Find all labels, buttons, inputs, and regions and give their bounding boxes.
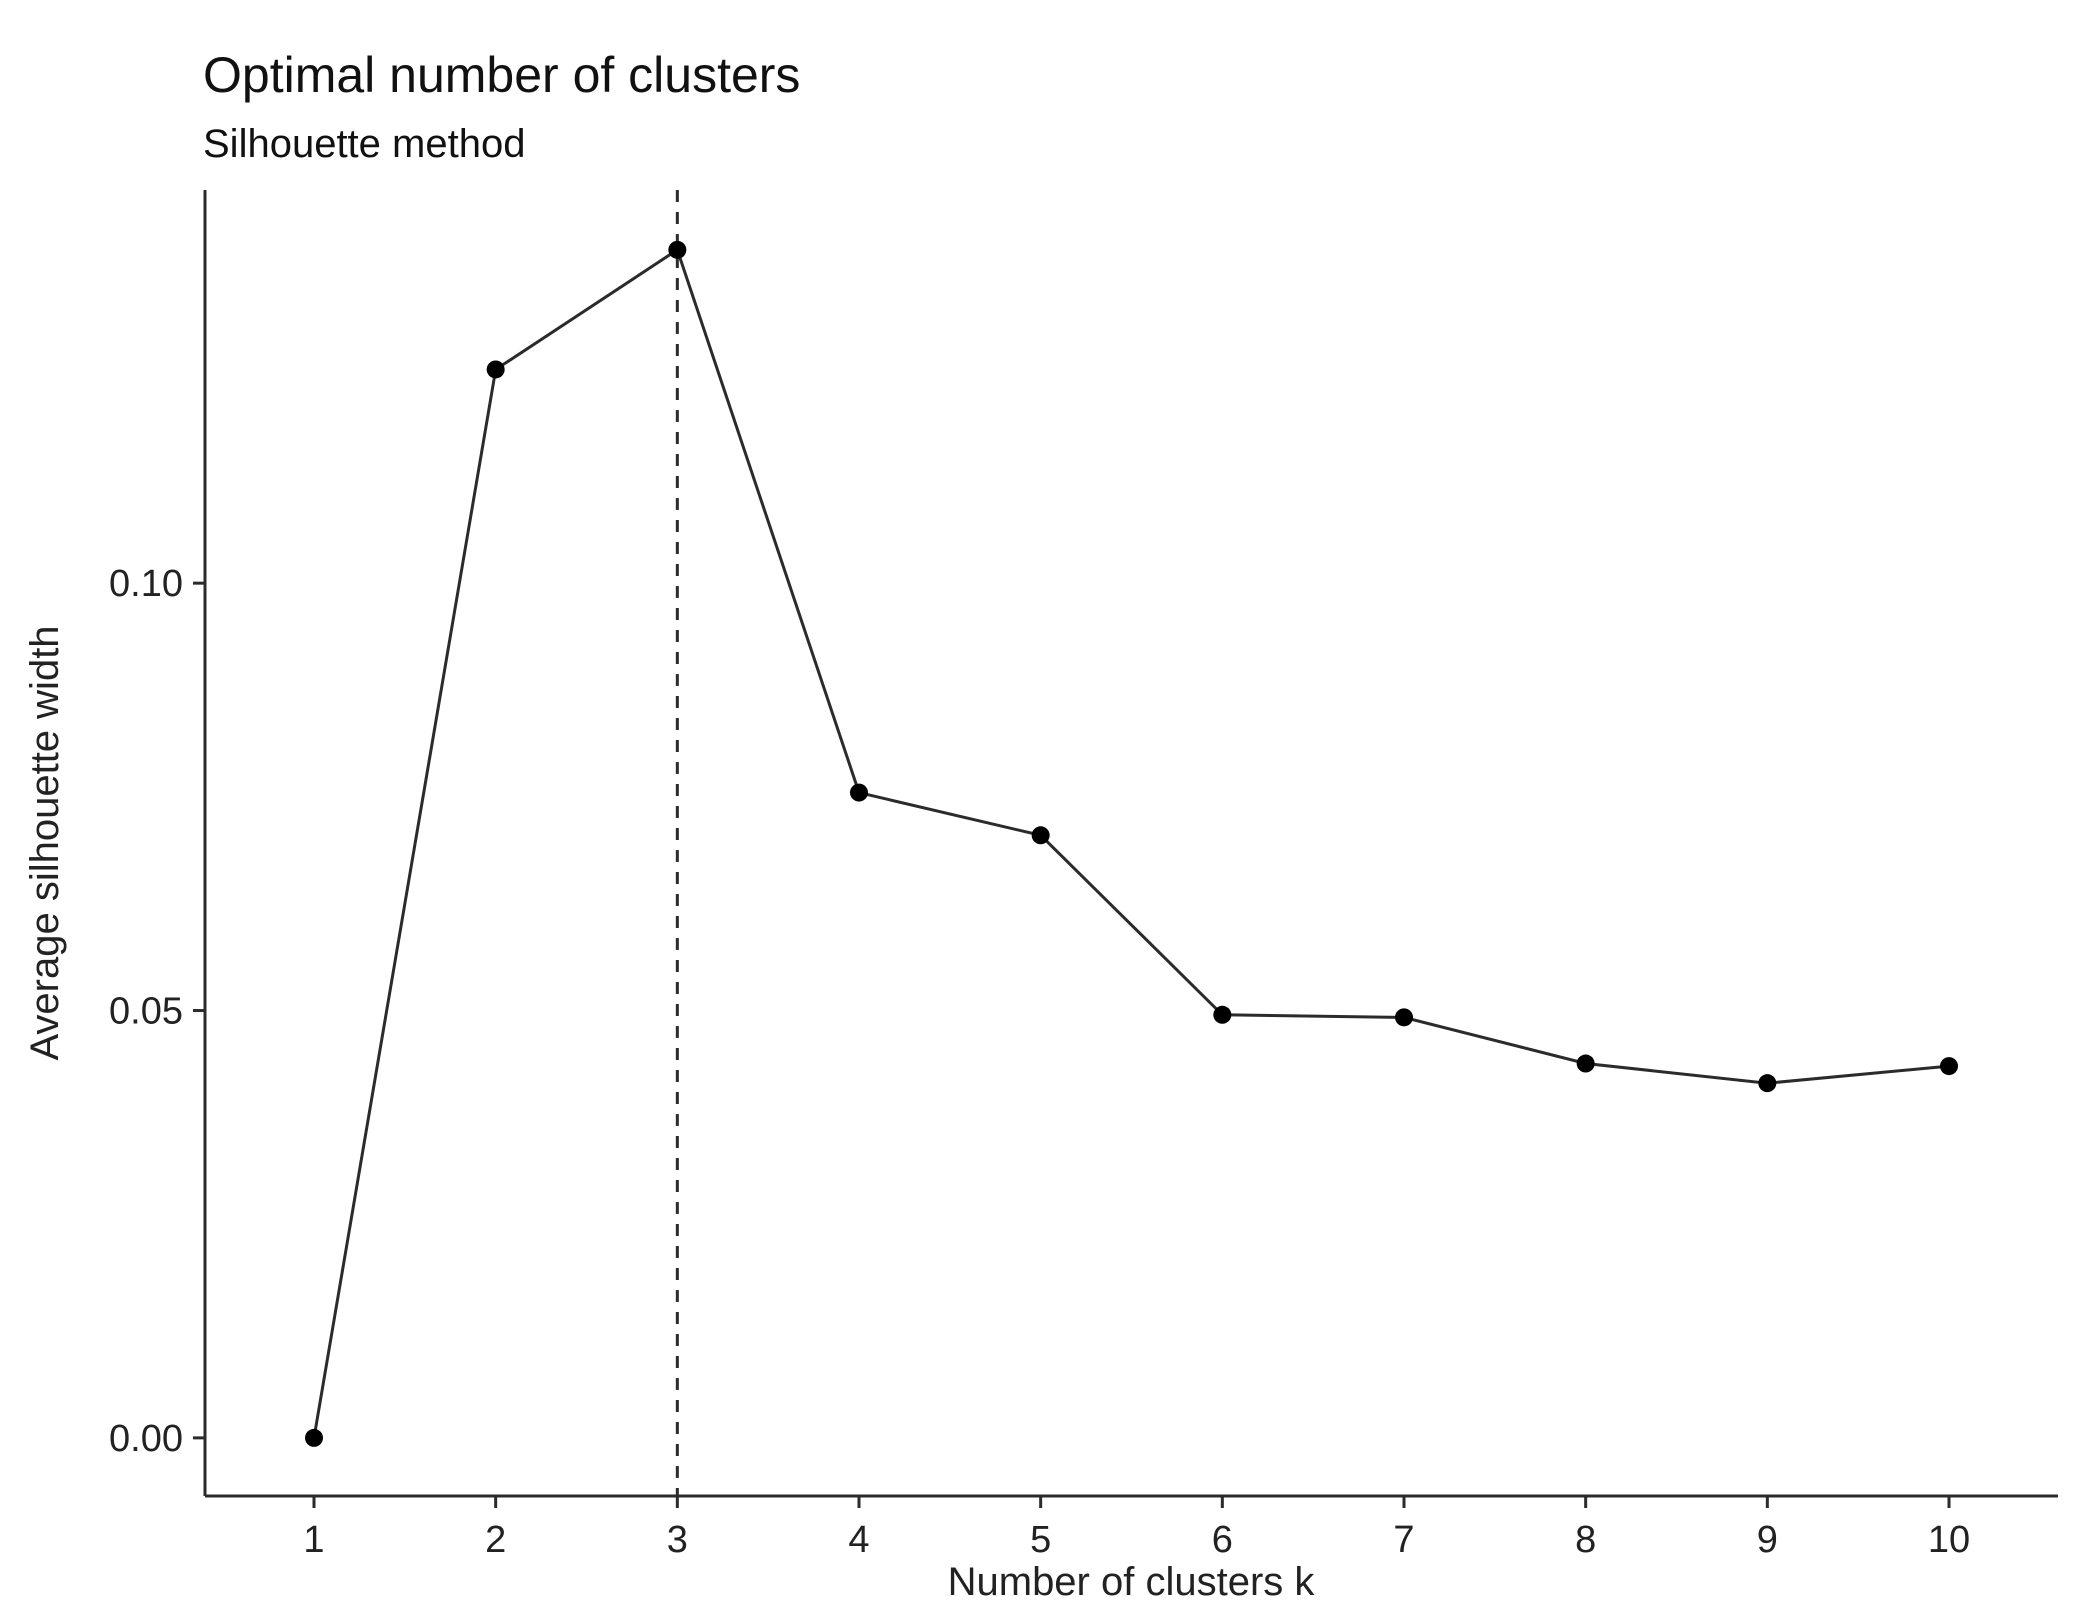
y-tick-label: 0.00 (109, 1418, 183, 1460)
data-point-k9 (1758, 1074, 1777, 1093)
data-point-k6 (1213, 1005, 1232, 1024)
x-tick-label: 3 (667, 1519, 688, 1561)
x-tick-label: 5 (1030, 1519, 1051, 1561)
data-point-k1 (305, 1428, 323, 1447)
x-tick-label: 4 (848, 1519, 869, 1561)
silhouette-line (312, 247, 1950, 1439)
data-point-k5 (1031, 826, 1050, 845)
data-point-k10 (1940, 1057, 1958, 1076)
y-axis-label: Average silhouette width (23, 625, 67, 1060)
chart-subtitle: Silhouette method (203, 122, 525, 166)
data-point-k3 (668, 240, 687, 259)
data-point-k2 (486, 360, 505, 379)
y-tick-label: 0.05 (109, 991, 183, 1033)
plot-area (305, 190, 1958, 1496)
x-tick-label: 2 (485, 1519, 506, 1561)
x-tick-label: 7 (1393, 1519, 1414, 1561)
x-tick-label: 8 (1575, 1519, 1596, 1561)
x-tick-label: 6 (1212, 1519, 1233, 1561)
x-tick-label: 10 (1928, 1519, 1970, 1561)
data-point-k7 (1395, 1008, 1413, 1027)
x-tick-label: 9 (1757, 1519, 1778, 1561)
data-point-k8 (1576, 1054, 1595, 1073)
x-axis-label: Number of clusters k (948, 1560, 1316, 1604)
chart-title: Optimal number of clusters (203, 47, 800, 103)
x-tick-label: 1 (303, 1519, 324, 1561)
y-tick-label: 0.10 (109, 563, 183, 605)
data-point-k4 (850, 783, 868, 802)
